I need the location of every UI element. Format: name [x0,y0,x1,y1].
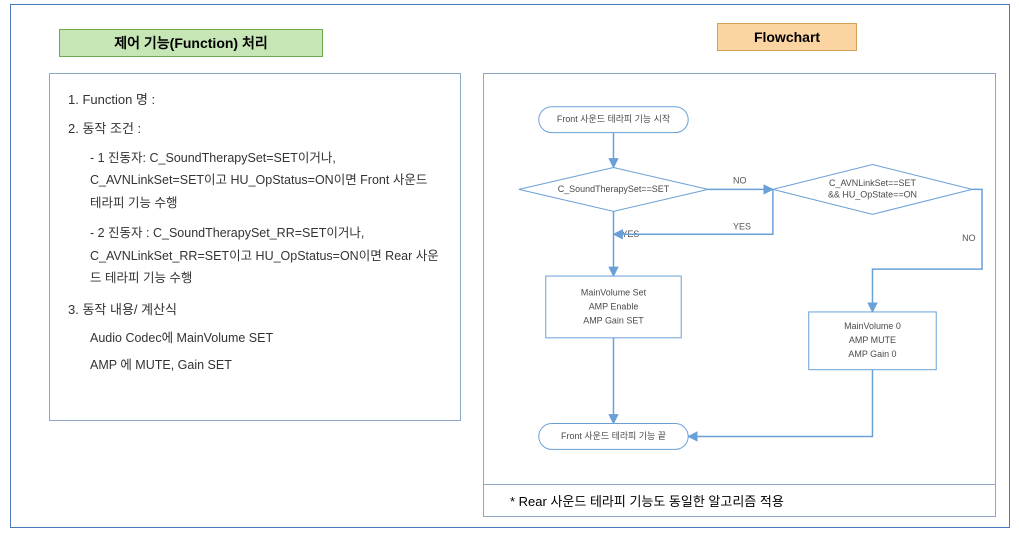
node-p1: MainVolume Set AMP Enable AMP Gain SET [546,276,681,338]
desc-line-2a: - 1 진동자: C_SoundTherapySet=SET이거나, C_AVN… [68,147,442,215]
node-end-text: Front 사운드 테라피 기능 끝 [561,431,666,441]
node-p2-l2: AMP MUTE [849,335,896,345]
desc-line-2b: - 2 진동자 : C_SoundTherapySet_RR=SET이거나, C… [68,222,442,290]
flowchart-panel: NO YES YES NO Front 사운드 테라피 기능 시작 C_Soun… [483,73,996,517]
flowchart-footnote: * Rear 사운드 테라피 기능도 동일한 알고리즘 적용 [484,484,995,516]
desc-line-3: 3. 동작 내용/ 계산식 [68,298,442,321]
desc-line-3a: Audio Codec에 MainVolume SET [68,327,442,350]
flowchart-label-text: Flowchart [754,29,820,45]
node-p2: MainVolume 0 AMP MUTE AMP Gain 0 [809,312,937,370]
footnote-text: * Rear 사운드 테라피 기능도 동일한 알고리즘 적용 [510,491,784,510]
node-d1-text: C_SoundTherapySet==SET [558,184,670,194]
edge-label-d1-no: NO [733,175,746,185]
node-start: Front 사운드 테라피 기능 시작 [539,107,688,133]
outer-frame: 제어 기능(Function) 처리 Flowchart 1. Function… [10,4,1010,528]
title-text: 제어 기능(Function) 처리 [114,33,267,53]
description-panel: 1. Function 명 : 2. 동작 조건 : - 1 진동자: C_So… [49,73,461,421]
node-d2: C_AVNLinkSet==SET && HU_OpState==ON [773,165,972,215]
desc-line-2: 2. 동작 조건 : [68,117,442,140]
edge-label-d2-yes: YES [733,221,751,231]
node-d2-text1: C_AVNLinkSet==SET [829,178,916,188]
desc-line-1: 1. Function 명 : [68,88,442,111]
node-p2-l1: MainVolume 0 [844,321,901,331]
node-p2-l3: AMP Gain 0 [848,349,896,359]
desc-line-3b: AMP 에 MUTE, Gain SET [68,354,442,377]
edge-p2-end [688,370,872,437]
node-start-text: Front 사운드 테라피 기능 시작 [557,114,670,124]
node-d2-text2: && HU_OpState==ON [828,190,917,200]
node-d1: C_SoundTherapySet==SET [519,167,708,211]
title-function-processing: 제어 기능(Function) 처리 [59,29,323,57]
node-p1-l2: AMP Enable [589,301,639,311]
node-end: Front 사운드 테라피 기능 끝 [539,423,688,449]
flowchart-label-box: Flowchart [717,23,857,51]
node-p1-l1: MainVolume Set [581,287,647,297]
flowchart-svg: NO YES YES NO Front 사운드 테라피 기능 시작 C_Soun… [484,74,995,516]
node-p1-l3: AMP Gain SET [583,315,644,325]
edge-label-d2-no: NO [962,233,975,243]
